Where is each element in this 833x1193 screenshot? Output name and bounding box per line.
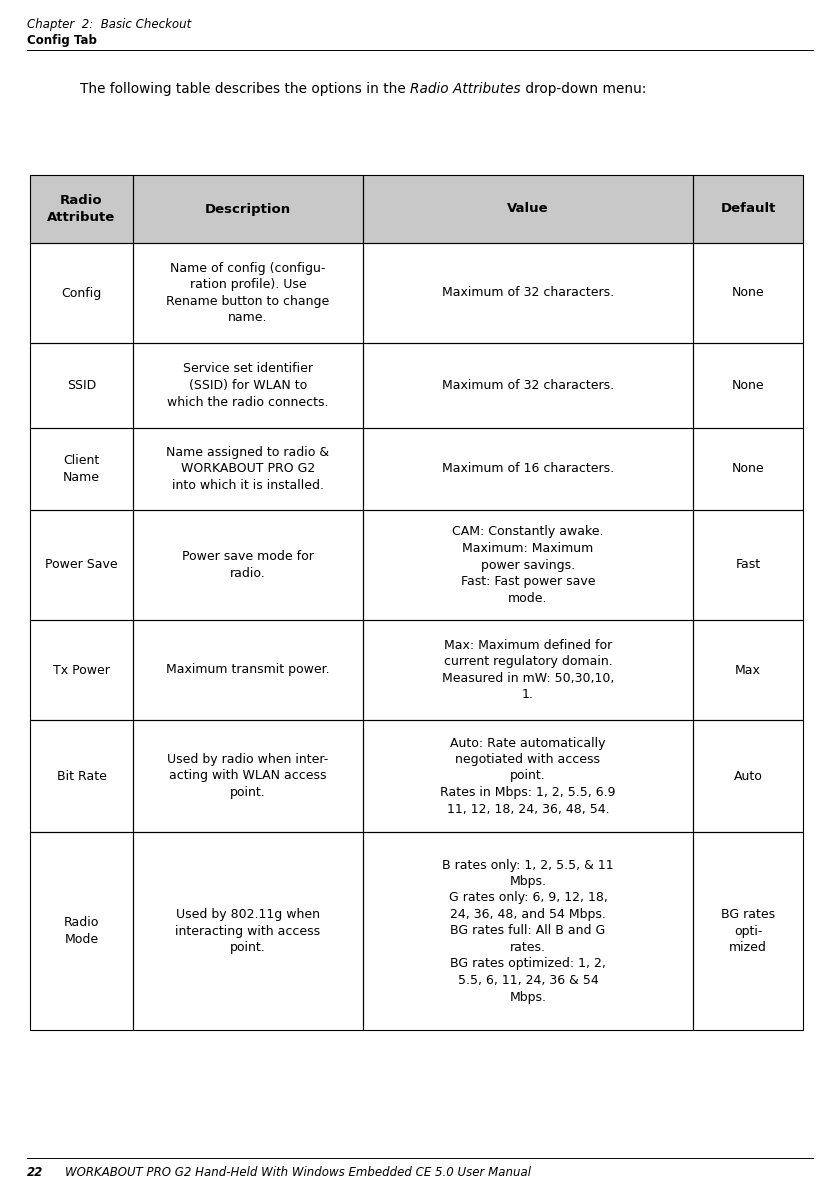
Bar [363,832,693,1030]
Text: Max: Maximum defined for
current regulatory domain.
Measured in mW: 50,30,10,
1.: Max: Maximum defined for current regulat… [441,638,614,701]
Bar [363,344,693,428]
Text: Name assigned to radio &
WORKABOUT PRO G2
into which it is installed.: Name assigned to radio & WORKABOUT PRO G… [167,446,330,492]
Text: Config: Config [62,286,102,299]
Bar [133,509,363,620]
Text: Maximum of 32 characters.: Maximum of 32 characters. [442,286,614,299]
Text: Name of config (configu-
ration profile). Use
Rename button to change
name.: Name of config (configu- ration profile)… [167,261,330,324]
Bar [693,620,803,721]
Bar [363,620,693,721]
Bar [693,344,803,428]
Text: Auto: Rate automatically
negotiated with access
point.
Rates in Mbps: 1, 2, 5.5,: Auto: Rate automatically negotiated with… [441,736,616,816]
Text: None: None [731,286,765,299]
Bar [30,175,133,243]
Text: BG rates
opti-
mized: BG rates opti- mized [721,908,775,954]
Text: Power Save: Power Save [45,558,117,571]
Bar [133,175,363,243]
Text: Tx Power: Tx Power [53,663,110,676]
Text: Used by radio when inter-
acting with WLAN access
point.: Used by radio when inter- acting with WL… [167,753,329,799]
Text: Service set identifier
(SSID) for WLAN to
which the radio connects.: Service set identifier (SSID) for WLAN t… [167,363,329,408]
Bar [133,721,363,832]
Bar [693,509,803,620]
Text: Maximum of 32 characters.: Maximum of 32 characters. [442,379,614,392]
Bar [133,832,363,1030]
Text: B rates only: 1, 2, 5.5, & 11
Mbps.
G rates only: 6, 9, 12, 18,
24, 36, 48, and : B rates only: 1, 2, 5.5, & 11 Mbps. G ra… [442,859,614,1003]
Text: Used by 802.11g when
interacting with access
point.: Used by 802.11g when interacting with ac… [176,908,321,954]
Text: Radio Attributes: Radio Attributes [410,82,521,95]
Bar [693,175,803,243]
Bar [30,175,133,243]
Bar [363,428,693,509]
Text: Radio
Mode: Radio Mode [64,916,99,946]
Text: Bit Rate: Bit Rate [57,769,107,783]
Text: drop-down menu:: drop-down menu: [521,82,646,95]
Text: Fast: Fast [736,558,761,571]
Text: Config Tab: Config Tab [27,33,97,47]
Text: Chapter  2:  Basic Checkout: Chapter 2: Basic Checkout [27,18,192,31]
Text: None: None [731,463,765,476]
Bar [693,721,803,832]
Text: Maximum of 16 characters.: Maximum of 16 characters. [442,463,614,476]
Text: Client
Name: Client Name [63,455,100,483]
Bar [363,175,693,243]
Bar [133,428,363,509]
Bar [363,509,693,620]
Text: None: None [731,379,765,392]
Bar [363,721,693,832]
Text: WORKABOUT PRO G2 Hand-Held With Windows Embedded CE 5.0 User Manual: WORKABOUT PRO G2 Hand-Held With Windows … [65,1166,531,1179]
Bar [693,175,803,243]
Bar [30,721,133,832]
Text: Power save mode for
radio.: Power save mode for radio. [182,550,314,580]
Bar [30,832,133,1030]
Text: Auto: Auto [734,769,762,783]
Text: The following table describes the options in the: The following table describes the option… [80,82,410,95]
Bar [133,243,363,344]
Text: Maximum transmit power.: Maximum transmit power. [167,663,330,676]
Bar [30,344,133,428]
Text: Default: Default [721,203,776,216]
Bar [30,620,133,721]
Text: 22: 22 [27,1166,43,1179]
Bar [133,175,363,243]
Bar [693,428,803,509]
Text: CAM: Constantly awake.
Maximum: Maximum
power savings.
Fast: Fast power save
mod: CAM: Constantly awake. Maximum: Maximum … [452,525,604,605]
Text: SSID: SSID [67,379,96,392]
Bar [693,243,803,344]
Text: Description: Description [205,203,291,216]
Text: Radio
Attribute: Radio Attribute [47,194,116,224]
Bar [30,509,133,620]
Bar [30,428,133,509]
Bar [133,344,363,428]
Bar [363,175,693,243]
Text: Value: Value [507,203,549,216]
Text: Max: Max [735,663,761,676]
Bar [693,832,803,1030]
Bar [363,243,693,344]
Bar [30,243,133,344]
Bar [133,620,363,721]
